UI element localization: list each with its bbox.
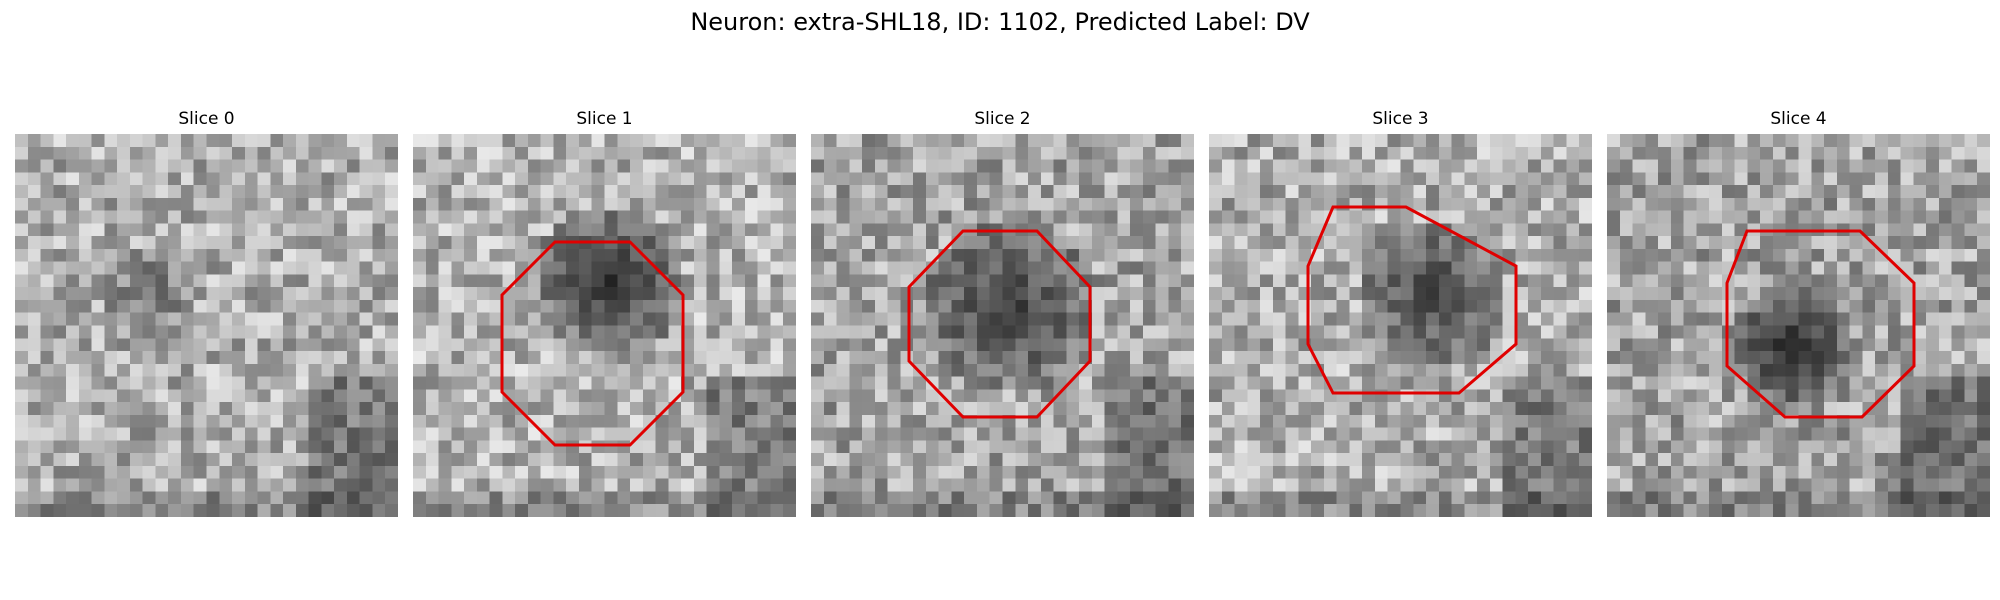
microscopy-patch [15, 134, 398, 517]
octagon-outline [1306, 205, 1518, 395]
slice-title: Slice 4 [1770, 109, 1827, 129]
slice-panel-2: Slice 2 [811, 107, 1194, 517]
slice-panel-3: Slice 3 [1209, 107, 1592, 517]
slice-image [811, 134, 1194, 517]
octagon-outline [1725, 229, 1916, 419]
slice-image [413, 134, 796, 517]
slice-title: Slice 0 [178, 109, 235, 129]
octagon-outline [500, 240, 685, 447]
figure-title: Neuron: extra-SHL18, ID: 1102, Predicted… [690, 8, 1310, 36]
octagon-outline [907, 229, 1092, 419]
microscopy-patch [413, 134, 796, 517]
slice-image [1607, 134, 1990, 517]
slice-panel-1: Slice 1 [413, 107, 796, 517]
microscopy-patch [811, 134, 1194, 517]
microscopy-patch [1607, 134, 1990, 517]
slice-title: Slice 3 [1372, 109, 1429, 129]
slice-panel-0: Slice 0 [15, 107, 398, 517]
slice-title: Slice 2 [974, 109, 1031, 129]
slice-image [1209, 134, 1592, 517]
slice-panel-4: Slice 4 [1607, 107, 1990, 517]
microscopy-patch [1209, 134, 1592, 517]
slice-title: Slice 1 [576, 109, 633, 129]
slice-image [15, 134, 398, 517]
